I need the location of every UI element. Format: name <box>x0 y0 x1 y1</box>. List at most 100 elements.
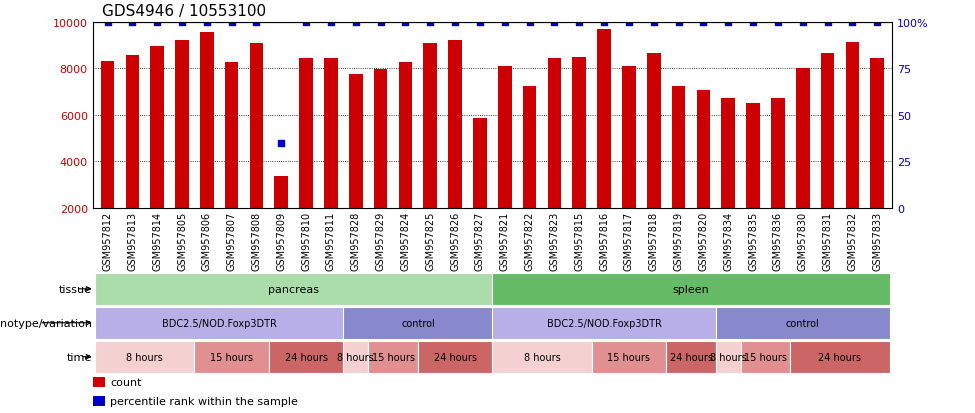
Text: GSM957813: GSM957813 <box>128 211 137 271</box>
Text: GDS4946 / 10553100: GDS4946 / 10553100 <box>102 4 266 19</box>
Bar <box>369 341 418 373</box>
Text: 15 hours: 15 hours <box>211 352 254 362</box>
Text: GSM957811: GSM957811 <box>326 211 336 271</box>
Text: 8 hours: 8 hours <box>337 352 374 362</box>
Text: GSM957808: GSM957808 <box>252 211 261 271</box>
Point <box>571 19 587 26</box>
Point <box>125 19 140 26</box>
Text: control: control <box>786 318 820 328</box>
Text: GSM957827: GSM957827 <box>475 211 485 271</box>
Bar <box>716 307 889 339</box>
Bar <box>572 57 586 254</box>
Text: 24 hours: 24 hours <box>285 352 328 362</box>
Point <box>99 19 115 26</box>
Bar <box>492 273 889 305</box>
Text: GSM957810: GSM957810 <box>301 211 311 271</box>
Point <box>422 19 438 26</box>
Bar <box>821 54 835 254</box>
Text: GSM957807: GSM957807 <box>226 211 237 271</box>
Text: pancreas: pancreas <box>268 284 319 294</box>
Text: percentile rank within the sample: percentile rank within the sample <box>110 396 298 406</box>
Text: GSM957836: GSM957836 <box>773 211 783 271</box>
Text: 8 hours: 8 hours <box>127 352 163 362</box>
Bar <box>523 86 536 254</box>
Text: spleen: spleen <box>673 284 710 294</box>
Bar <box>100 62 114 254</box>
Text: GSM957830: GSM957830 <box>798 211 807 271</box>
Point <box>175 19 190 26</box>
Bar <box>324 59 337 254</box>
Point <box>522 19 537 26</box>
Text: GSM957809: GSM957809 <box>276 211 287 271</box>
Point <box>721 19 736 26</box>
Point <box>448 19 463 26</box>
Bar <box>716 341 741 373</box>
Point <box>547 19 563 26</box>
Text: GSM957824: GSM957824 <box>401 211 410 271</box>
Bar <box>696 91 710 254</box>
Text: GSM957820: GSM957820 <box>698 211 709 271</box>
Point <box>745 19 760 26</box>
Point <box>199 19 214 26</box>
Point <box>621 19 637 26</box>
Bar <box>126 56 139 254</box>
Text: GSM957822: GSM957822 <box>525 211 534 271</box>
Bar <box>96 307 343 339</box>
Bar <box>275 177 289 254</box>
Bar <box>96 341 194 373</box>
Point <box>820 19 836 26</box>
Text: GSM957817: GSM957817 <box>624 211 634 271</box>
Bar <box>492 307 716 339</box>
Text: GSM957814: GSM957814 <box>152 211 162 271</box>
Point <box>372 19 388 26</box>
Point <box>671 19 686 26</box>
Text: BDC2.5/NOD.Foxp3DTR: BDC2.5/NOD.Foxp3DTR <box>547 318 662 328</box>
Bar <box>93 377 104 387</box>
Text: GSM957818: GSM957818 <box>648 211 659 271</box>
Text: GSM957826: GSM957826 <box>450 211 460 271</box>
Bar <box>492 341 592 373</box>
Bar <box>418 341 492 373</box>
Bar <box>672 86 685 254</box>
Text: 15 hours: 15 hours <box>371 352 414 362</box>
Point <box>298 19 314 26</box>
Bar <box>299 59 313 254</box>
Bar <box>96 273 492 305</box>
Bar <box>373 70 387 254</box>
Bar <box>349 75 363 254</box>
Text: GSM957834: GSM957834 <box>723 211 733 271</box>
Text: GSM957823: GSM957823 <box>550 211 560 271</box>
Text: 8 hours: 8 hours <box>710 352 747 362</box>
Bar <box>598 30 611 254</box>
Bar <box>791 341 889 373</box>
Bar <box>622 67 636 254</box>
Bar <box>771 99 785 254</box>
Bar <box>343 307 492 339</box>
Point <box>249 19 264 26</box>
Text: 24 hours: 24 hours <box>434 352 477 362</box>
Point <box>149 19 165 26</box>
Bar <box>448 41 462 254</box>
Point <box>348 19 364 26</box>
Bar <box>666 341 716 373</box>
Text: GSM957835: GSM957835 <box>748 211 759 271</box>
Text: 24 hours: 24 hours <box>818 352 862 362</box>
Bar <box>741 341 791 373</box>
Bar <box>746 104 760 254</box>
Text: GSM957812: GSM957812 <box>102 211 112 271</box>
Bar <box>796 69 809 254</box>
Bar <box>269 341 343 373</box>
Bar <box>647 54 661 254</box>
Bar <box>473 119 487 254</box>
Point <box>870 19 885 26</box>
Point <box>398 19 413 26</box>
Text: tissue: tissue <box>59 284 92 294</box>
Text: 24 hours: 24 hours <box>670 352 713 362</box>
Bar <box>498 67 512 254</box>
Text: GSM957832: GSM957832 <box>847 211 857 271</box>
Bar <box>93 396 104 406</box>
Bar <box>225 63 239 254</box>
Bar <box>548 59 562 254</box>
Point <box>646 19 662 26</box>
Text: control: control <box>401 318 435 328</box>
